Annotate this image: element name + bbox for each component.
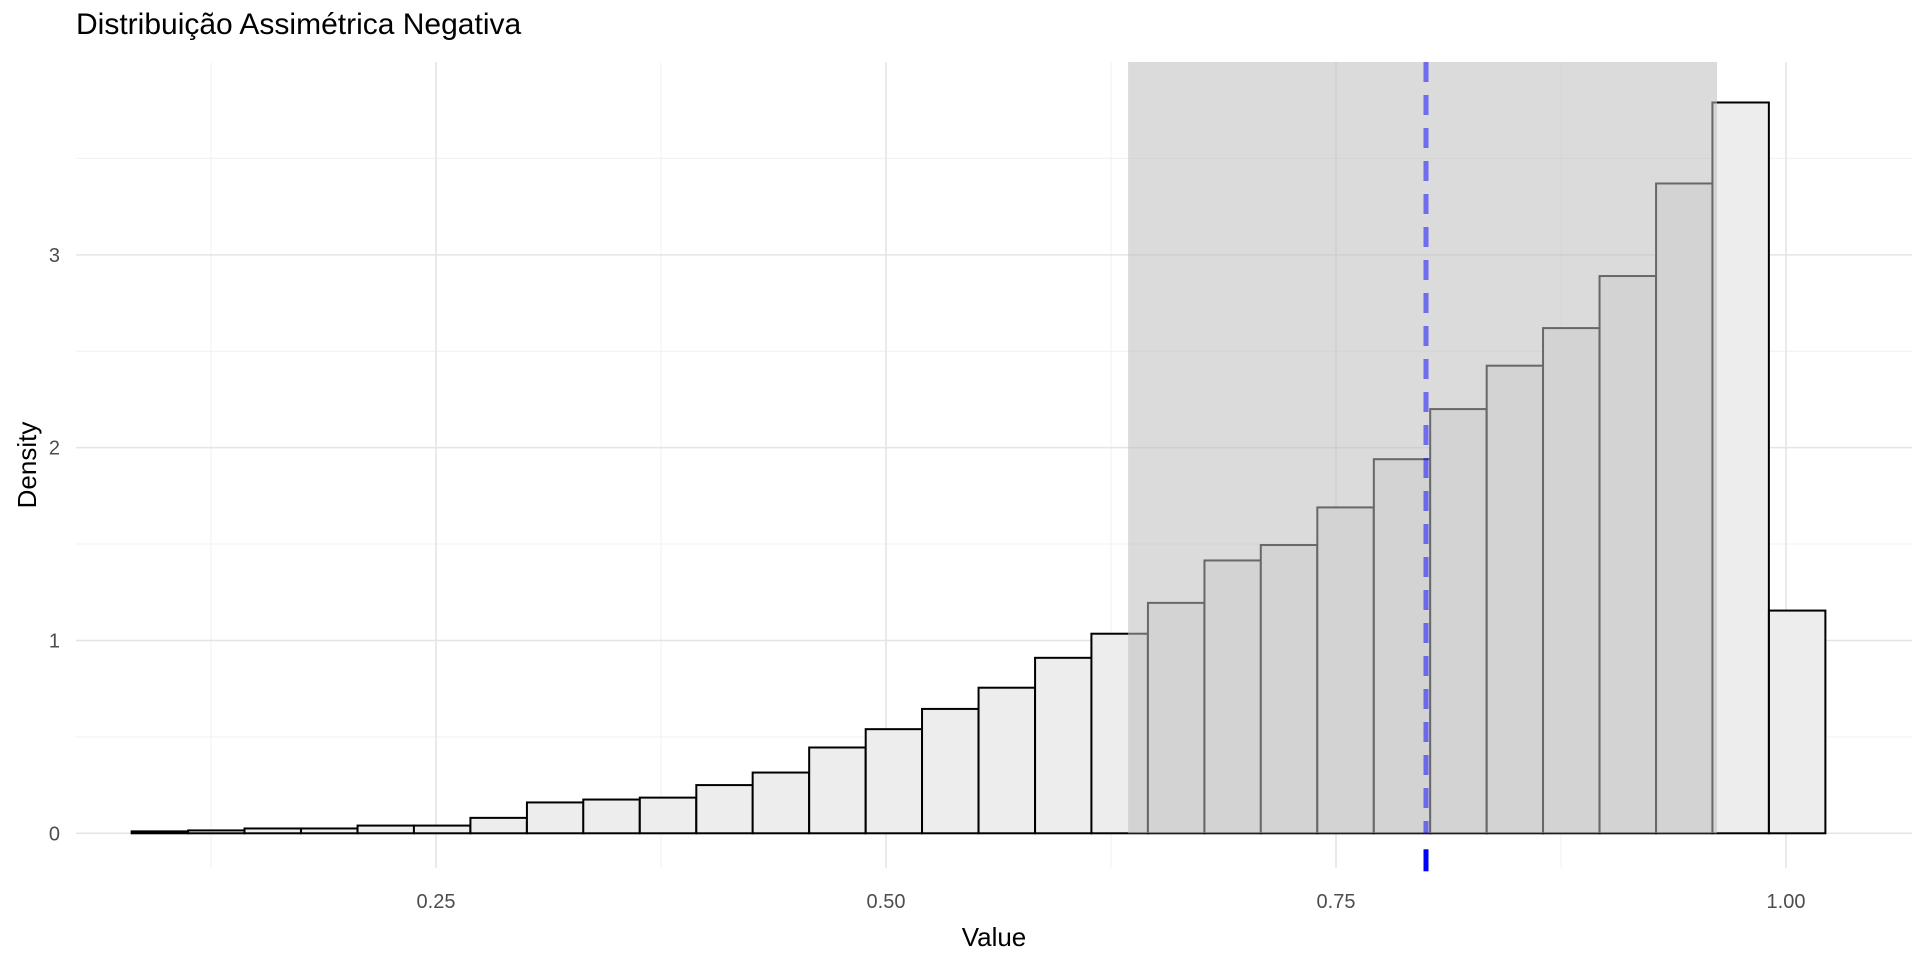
axis-layer: 0.25 0.50 0.75 1.00 0 1 2 3 Value Density (12, 245, 1805, 952)
histogram-bar (695, 784, 754, 835)
y-axis-title: Density (12, 422, 42, 509)
y-tick-label: 0 (49, 823, 60, 845)
x-tick-label: 0.75 (1317, 891, 1356, 913)
histogram-bar (582, 798, 641, 835)
histogram-bar (130, 830, 190, 835)
x-tick-label: 1.00 (1767, 891, 1806, 913)
histogram-bar (638, 796, 698, 835)
histogram-bar (977, 686, 1037, 835)
x-axis-title: Value (962, 922, 1027, 952)
x-tick-label: 0.25 (417, 891, 456, 913)
histogram-bar (469, 816, 528, 835)
y-tick-label: 1 (49, 630, 60, 652)
x-tick-label: 0.50 (867, 891, 906, 913)
histogram-bar (1034, 656, 1093, 835)
histogram-bar (525, 801, 585, 835)
histogram-bar (921, 707, 980, 835)
y-tick-label: 3 (49, 245, 60, 267)
shaded-interval-layer (1128, 62, 1718, 834)
histogram-bar (300, 827, 359, 835)
histogram-bar (751, 771, 811, 835)
histogram-bar (412, 824, 472, 835)
chart-title: Distribuição Assimétrica Negativa (76, 8, 522, 41)
histogram-bar (243, 827, 302, 835)
histogram-bar (808, 746, 867, 835)
histogram-bar (187, 829, 246, 835)
y-tick-label: 2 (49, 438, 60, 460)
histogram-bar (356, 824, 416, 835)
shaded-interval (1128, 62, 1718, 834)
histogram-bar (864, 728, 924, 835)
histogram-bar (1767, 609, 1827, 835)
histogram-bar (1711, 101, 1770, 835)
